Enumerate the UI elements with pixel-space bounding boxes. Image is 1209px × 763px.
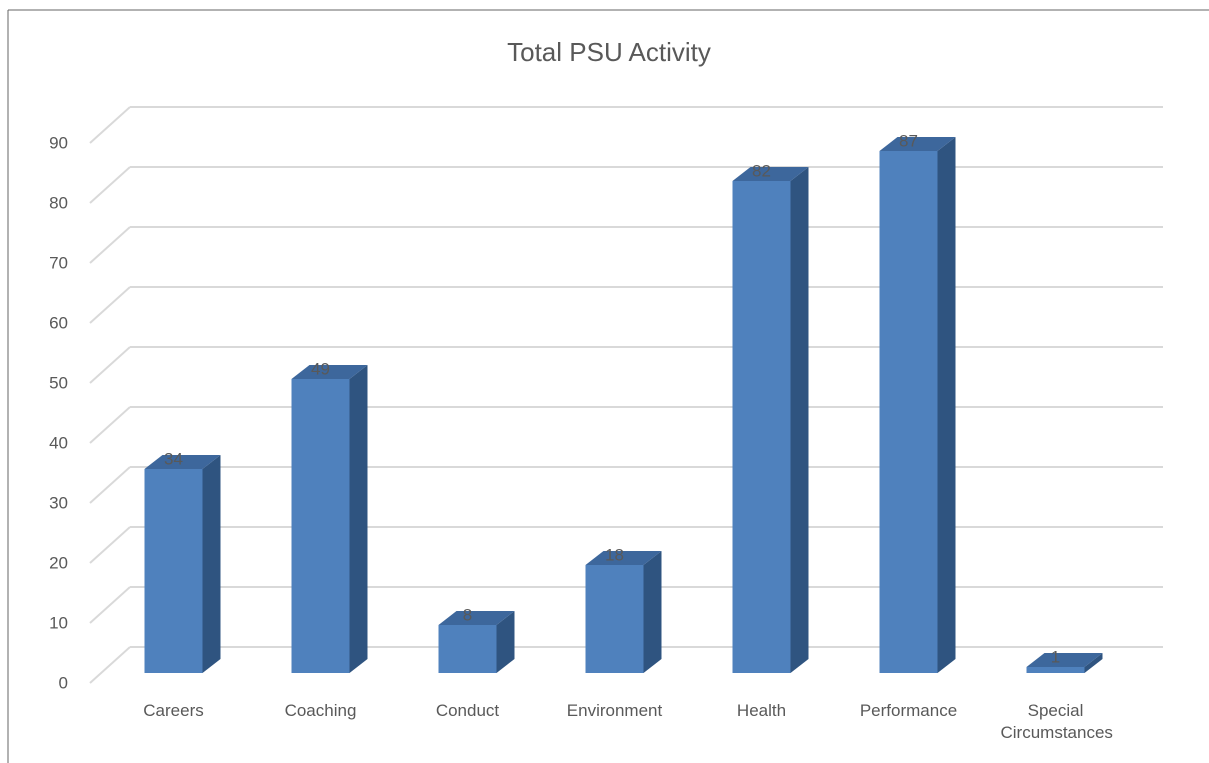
bar — [291, 365, 368, 673]
bar-top — [732, 167, 809, 181]
value-label: 18 — [605, 545, 624, 564]
grid-line — [89, 526, 131, 564]
x-tick-label: Careers — [143, 701, 204, 720]
bar-top — [291, 365, 368, 379]
y-tick-label: 90 — [49, 133, 68, 152]
bar-side — [790, 167, 809, 673]
y-tick-label: 0 — [59, 673, 68, 692]
y-tick-label: 60 — [49, 313, 68, 332]
bar-front — [585, 565, 644, 673]
bar-top — [585, 551, 662, 565]
value-label: 1 — [1051, 647, 1060, 666]
bar-front — [291, 379, 350, 673]
y-tick-label: 10 — [49, 613, 68, 632]
x-tick-label: Coaching — [284, 701, 357, 720]
y-tick-label: 20 — [49, 553, 68, 572]
grid-line — [89, 346, 131, 384]
bar-side — [643, 551, 662, 673]
grid-line — [89, 286, 131, 324]
y-tick-label: 70 — [49, 253, 68, 272]
chart-title: Total PSU Activity — [507, 37, 711, 67]
x-tick-label: Health — [736, 701, 787, 720]
value-label: 49 — [311, 359, 330, 378]
bar — [438, 611, 515, 673]
x-tick-label: Environment — [566, 701, 663, 720]
bar-front — [144, 469, 203, 673]
grid-line — [89, 406, 131, 444]
grid-line — [89, 166, 131, 204]
bar — [1026, 653, 1103, 673]
bar — [732, 167, 809, 673]
x-tick-label: Conduct — [435, 701, 500, 720]
x-tick-label: Special Circumstances — [1000, 701, 1113, 742]
bar-top — [438, 611, 515, 625]
bar — [144, 455, 221, 673]
value-label: 82 — [752, 161, 771, 180]
bar-front — [1026, 667, 1085, 673]
grid-line — [89, 646, 131, 684]
x-tick-label: Performance — [859, 701, 958, 720]
bar-front — [732, 181, 791, 673]
bar-top — [144, 455, 221, 469]
grid-line — [89, 466, 131, 504]
bar — [879, 137, 956, 673]
bar-top — [879, 137, 956, 151]
y-tick-label: 50 — [49, 373, 68, 392]
bar-side — [496, 611, 515, 673]
bar-side — [349, 365, 368, 673]
bar-side — [202, 455, 221, 673]
grid-line — [89, 226, 131, 264]
value-label: 34 — [164, 449, 183, 468]
bar-side — [937, 137, 956, 673]
bar-top — [1026, 653, 1103, 667]
bar-front — [879, 151, 938, 673]
bar-front — [438, 625, 497, 673]
value-label: 87 — [899, 131, 918, 150]
grid-line — [89, 586, 131, 624]
y-tick-label: 30 — [49, 493, 68, 512]
bar — [585, 551, 662, 673]
bar-side — [1084, 653, 1103, 673]
grid-line — [89, 106, 131, 144]
value-label: 8 — [463, 605, 472, 624]
y-tick-label: 80 — [49, 193, 68, 212]
y-tick-label: 40 — [49, 433, 68, 452]
